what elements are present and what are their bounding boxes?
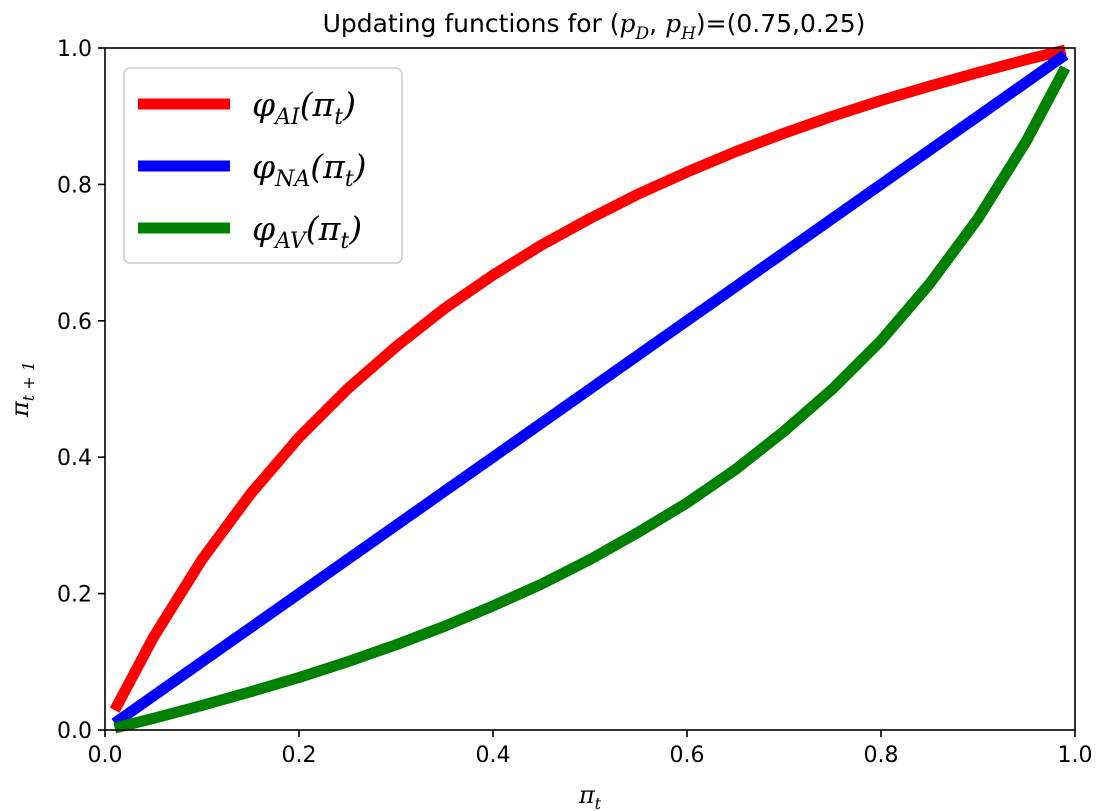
x-tick-label: 0.0 (88, 743, 123, 768)
x-tick-label: 0.4 (476, 743, 511, 768)
y-tick-label: 1.0 (57, 37, 92, 62)
y-axis-label: πt + 1 (6, 361, 38, 418)
series-line-ai (109, 44, 1067, 713)
legend: φAI(πt) φNA(πt) φAV(πt) (123, 67, 403, 264)
legend-label-na: φNA(πt) (252, 147, 367, 192)
x-axis: 0.0 0.2 0.4 0.6 0.8 1.0 (88, 730, 1093, 768)
y-tick-label: 0.6 (57, 310, 92, 335)
legend-label-av: φAV(πt) (252, 209, 362, 254)
x-tick-label: 0.2 (282, 743, 317, 768)
series-lines (109, 44, 1071, 734)
series-line-av (113, 65, 1071, 734)
series-line-na (111, 50, 1069, 728)
x-tick-label: 0.8 (864, 743, 899, 768)
legend-box (123, 67, 403, 264)
y-tick-label: 0.4 (57, 446, 92, 471)
chart-title: Updating functions for (pD, pH)=(0.75,0.… (323, 9, 866, 44)
y-tick-label: 0.0 (57, 719, 92, 744)
plot-frame (104, 47, 1076, 731)
x-tick-label: 0.6 (670, 743, 705, 768)
y-tick-label: 0.8 (57, 173, 92, 198)
legend-label-ai: φAI(πt) (252, 85, 356, 130)
y-tick-label: 0.2 (57, 583, 92, 608)
y-axis: 0.0 0.2 0.4 0.6 0.8 1.0 (57, 37, 105, 744)
x-tick-label: 1.0 (1058, 743, 1093, 768)
x-axis-label: πt (578, 781, 602, 811)
